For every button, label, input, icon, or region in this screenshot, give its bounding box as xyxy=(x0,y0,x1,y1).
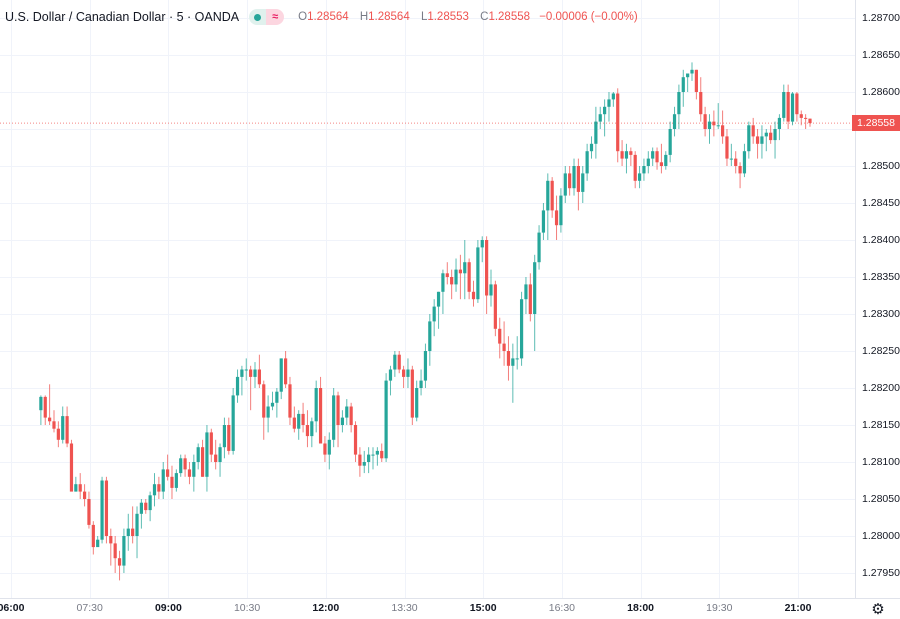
price-tick: 1.27950 xyxy=(862,567,900,579)
price-tick: 1.28250 xyxy=(862,345,900,357)
time-tick: 06:00 xyxy=(0,602,25,614)
price-tick: 1.28300 xyxy=(862,308,900,320)
time-axis[interactable]: 06:00 07:30 09:00 10:30 12:00 13:30 15:00 16:30… xyxy=(0,598,856,619)
change-value: −0.00006 (−0.00%) xyxy=(539,11,638,23)
open-label: O xyxy=(298,11,308,23)
close-value: 1.28558 xyxy=(488,11,531,23)
time-tick: 12:00 xyxy=(312,602,340,614)
price-tick: 1.28400 xyxy=(862,234,900,246)
symbol-title[interactable]: U.S. Dollar / Canadian Dollar · 5 · OAND… xyxy=(5,10,240,24)
gear-icon[interactable]: ⚙ xyxy=(871,601,885,618)
time-tick: 19:30 xyxy=(706,602,733,614)
high-label: H xyxy=(359,11,369,23)
close-label: C xyxy=(480,11,489,23)
time-tick: 07:30 xyxy=(76,602,103,614)
ohlc-values: O1.28564 H1.28564 L1.28553 C1.28558 −0.0… xyxy=(296,11,644,23)
high-value: 1.28564 xyxy=(368,11,410,23)
time-tick: 13:30 xyxy=(391,602,418,614)
time-tick: 21:00 xyxy=(784,602,812,614)
price-tick: 1.28500 xyxy=(862,160,900,172)
price-axis[interactable]: 1.28700 1.28650 1.28600 1.28500 1.28450 1.284… xyxy=(856,0,900,598)
price-tick: 1.28450 xyxy=(862,197,900,209)
price-tick: 1.28000 xyxy=(862,530,900,542)
time-tick: 16:30 xyxy=(548,602,576,614)
price-tick: 1.28650 xyxy=(862,49,900,61)
low-label: L xyxy=(420,11,428,23)
symbol-legend: U.S. Dollar / Canadian Dollar · 5 · OAND… xyxy=(5,8,644,26)
status-badge[interactable]: ≈ xyxy=(249,9,285,25)
price-tick: 1.28050 xyxy=(862,493,900,505)
time-tick: 15:00 xyxy=(469,602,497,614)
price-tick: 1.28150 xyxy=(862,419,900,431)
last-price-label: 1.28558 xyxy=(852,115,900,132)
grid-lines xyxy=(0,0,855,598)
green-dot-icon xyxy=(249,9,267,25)
price-tick: 1.28600 xyxy=(862,86,900,98)
candles xyxy=(39,62,812,581)
price-tick: 1.28700 xyxy=(862,12,900,24)
price-tick: 1.28200 xyxy=(862,382,900,394)
time-tick: 09:00 xyxy=(154,602,182,614)
time-tick: 10:30 xyxy=(233,602,261,614)
time-tick: 18:00 xyxy=(627,602,655,614)
price-tick: 1.28100 xyxy=(862,456,900,468)
low-value: 1.28553 xyxy=(427,11,469,23)
approx-icon: ≈ xyxy=(266,9,285,25)
open-value: 1.28564 xyxy=(307,11,349,23)
price-tick: 1.28350 xyxy=(862,271,900,283)
